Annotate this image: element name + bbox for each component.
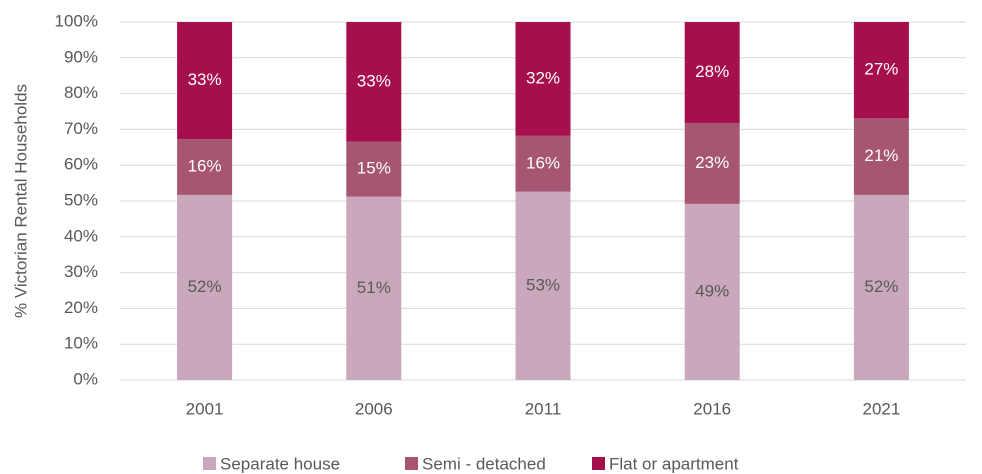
data-label: 33% [357,71,391,90]
bar-segment [177,22,233,140]
x-tick-label: 2011 [525,399,562,418]
data-label: 16% [526,153,560,172]
data-label: 15% [357,159,391,178]
y-tick-label: 40% [64,226,98,245]
bar-segment [346,196,402,380]
data-label: 49% [695,281,729,300]
data-label: 51% [357,278,391,297]
data-label: 16% [188,156,222,175]
x-tick-label: 2021 [862,399,900,418]
y-axis-title: % Victorian Rental Households [11,84,30,318]
x-tick-label: 2006 [355,399,393,418]
bar-segment [515,191,571,380]
data-label: 52% [864,277,898,296]
bar-segment [853,194,909,380]
data-label: 21% [864,146,898,165]
bar-segment [853,118,909,195]
bar-segment [853,22,909,119]
y-tick-label: 20% [64,298,98,317]
legend-swatch [203,457,216,470]
bar-segment [346,141,402,197]
y-tick-label: 70% [64,119,98,138]
bar-segment [515,135,571,192]
legend-label: Separate house [220,454,340,473]
data-label: 33% [188,70,222,89]
bar-segment [684,122,740,204]
data-label: 28% [695,62,729,81]
y-tick-label: 80% [64,83,98,102]
y-tick-label: 60% [64,155,98,174]
data-label: 27% [864,60,898,79]
bar-segment [684,203,740,380]
legend-label: Flat or apartment [609,454,739,473]
y-tick-label: 30% [64,262,98,281]
legend-swatch [592,457,605,470]
y-tick-label: 100% [55,11,98,30]
bar-segment [177,139,233,195]
data-label: 53% [526,275,560,294]
y-tick-label: 10% [64,334,98,353]
y-tick-label: 0% [73,369,98,388]
x-tick-label: 2001 [186,399,224,418]
data-label: 32% [526,68,560,87]
data-label: 52% [188,277,222,296]
data-label: 23% [695,153,729,172]
y-tick-label: 50% [64,190,98,209]
bar-segment [684,22,740,123]
y-tick-label: 90% [64,47,98,66]
bar-segment [346,22,402,142]
bar-segment [515,22,571,136]
legend-label: Semi - detached [422,454,546,473]
bar-segment [177,194,233,380]
x-tick-label: 2016 [693,399,731,418]
legend-swatch [405,457,418,470]
